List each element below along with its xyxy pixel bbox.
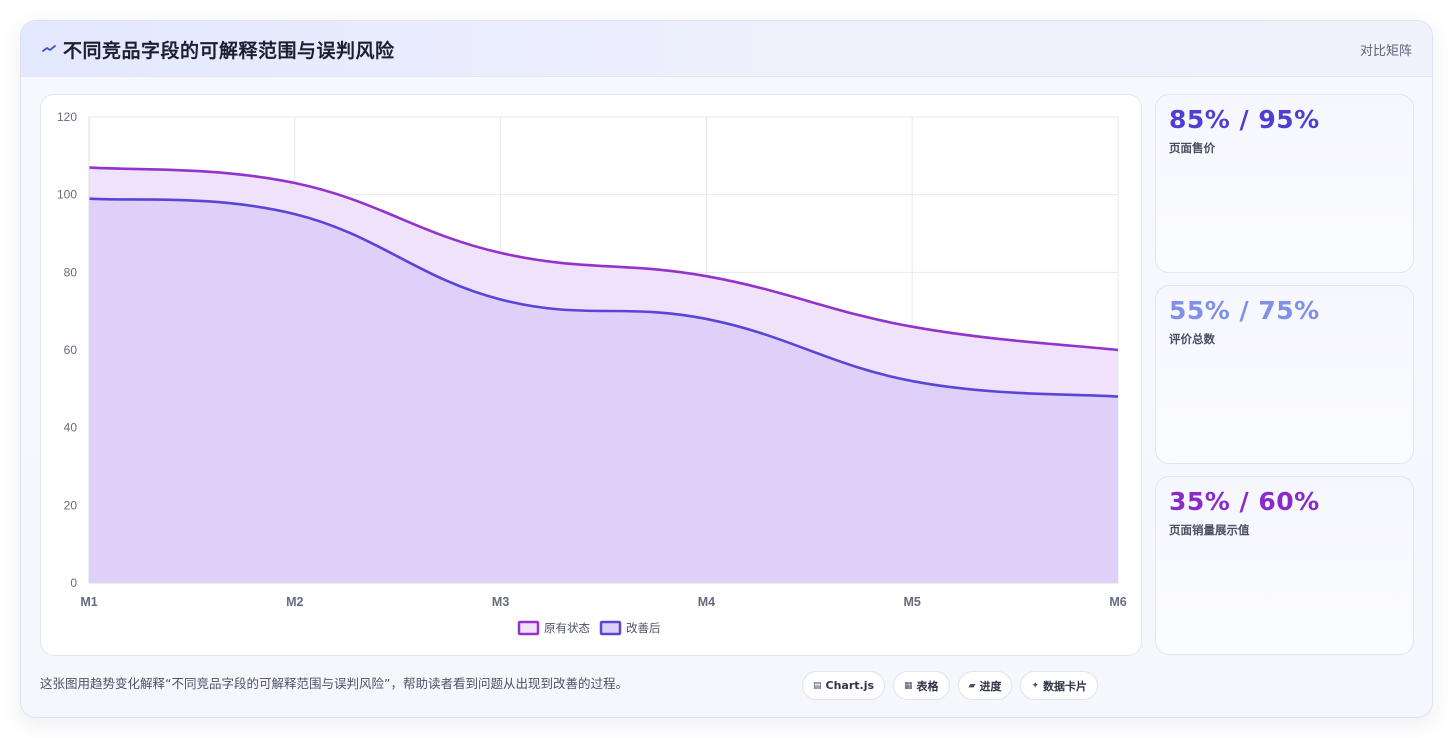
compare-matrix-link[interactable]: 对比矩阵	[1359, 44, 1412, 59]
dashboard-card: 不同竞品字段的可解释范围与误判风险 对比矩阵 0 20 40 60 80 100 120 M1…	[20, 20, 1433, 718]
y-tick-label: 100	[57, 188, 77, 202]
chip-label: 进度	[979, 679, 1002, 693]
x-tick-label: M1	[80, 595, 97, 609]
chart-description: 这张图用趋势变化解释“不同竞品字段的可解释范围与误判风险”，帮助读者看到问题从出…	[40, 676, 628, 691]
chip-label: Chart.js	[825, 679, 875, 692]
legend-label: 改善后	[626, 621, 661, 635]
chart-panel: 0 20 40 60 80 100 120 M1 M2 M3 M4 M5 M6 原有状态 改善后	[40, 94, 1142, 656]
stat-value: 85% / 95%	[1169, 105, 1320, 134]
legend-swatch	[599, 620, 622, 636]
stat-value: 35% / 60%	[1169, 487, 1320, 516]
page-title: 不同竞品字段的可解释范围与误判风险	[63, 40, 395, 62]
stat-label: 评价总数	[1169, 332, 1215, 346]
stat-card-reviews: 55% / 75% 评价总数	[1155, 285, 1414, 464]
series-area-1	[89, 198, 1118, 584]
card-header: 不同竞品字段的可解释范围与误判风险 对比矩阵	[21, 21, 1432, 77]
x-tick-label: M3	[492, 595, 509, 609]
stat-card-price: 85% / 95% 页面售价	[1155, 94, 1414, 273]
stat-label: 页面销量展示值	[1169, 523, 1250, 537]
x-tick-label: M2	[286, 595, 303, 609]
x-tick-label: M6	[1109, 595, 1126, 609]
legend-swatch	[517, 620, 540, 636]
sparkle-icon: ✦	[1031, 680, 1040, 691]
view-chips: ▤ Chart.js ▦ 表格 ▰ 进度 ✦ 数据卡片	[802, 671, 1099, 700]
table-icon: ▦	[904, 680, 913, 691]
stat-label: 页面售价	[1169, 141, 1215, 155]
stat-value: 55% / 75%	[1169, 296, 1320, 325]
chart-icon: ▤	[813, 680, 822, 691]
y-tick-label: 120	[57, 110, 77, 124]
stat-card-sales: 35% / 60% 页面销量展示值	[1155, 476, 1414, 655]
chip-progress[interactable]: ▰ 进度	[957, 671, 1013, 700]
progress-icon: ▰	[968, 680, 976, 691]
area-chart: 0 20 40 60 80 100 120 M1 M2 M3 M4 M5 M6 原有状态 改善后	[57, 110, 1127, 636]
chip-label: 表格	[916, 679, 939, 693]
series-line-1	[88, 197, 1119, 398]
y-tick-label: 40	[64, 421, 78, 435]
y-tick-label: 80	[64, 265, 78, 279]
chip-data-cards[interactable]: ✦ 数据卡片	[1020, 671, 1099, 700]
x-tick-label: M5	[904, 595, 921, 609]
y-tick-label: 20	[64, 498, 78, 512]
trend-icon	[42, 45, 56, 52]
x-tick-label: M4	[698, 595, 715, 609]
legend-label: 原有状态	[544, 621, 590, 635]
y-tick-label: 60	[64, 343, 78, 357]
chip-chartjs[interactable]: ▤ Chart.js	[802, 671, 886, 700]
chip-label: 数据卡片	[1043, 679, 1088, 693]
series-line-0	[88, 166, 1119, 352]
chip-table[interactable]: ▦ 表格	[893, 671, 950, 700]
y-tick-label: 0	[70, 576, 77, 590]
